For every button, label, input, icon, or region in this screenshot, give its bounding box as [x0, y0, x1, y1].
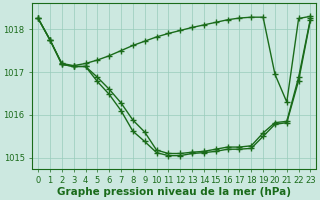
X-axis label: Graphe pression niveau de la mer (hPa): Graphe pression niveau de la mer (hPa) [57, 187, 291, 197]
